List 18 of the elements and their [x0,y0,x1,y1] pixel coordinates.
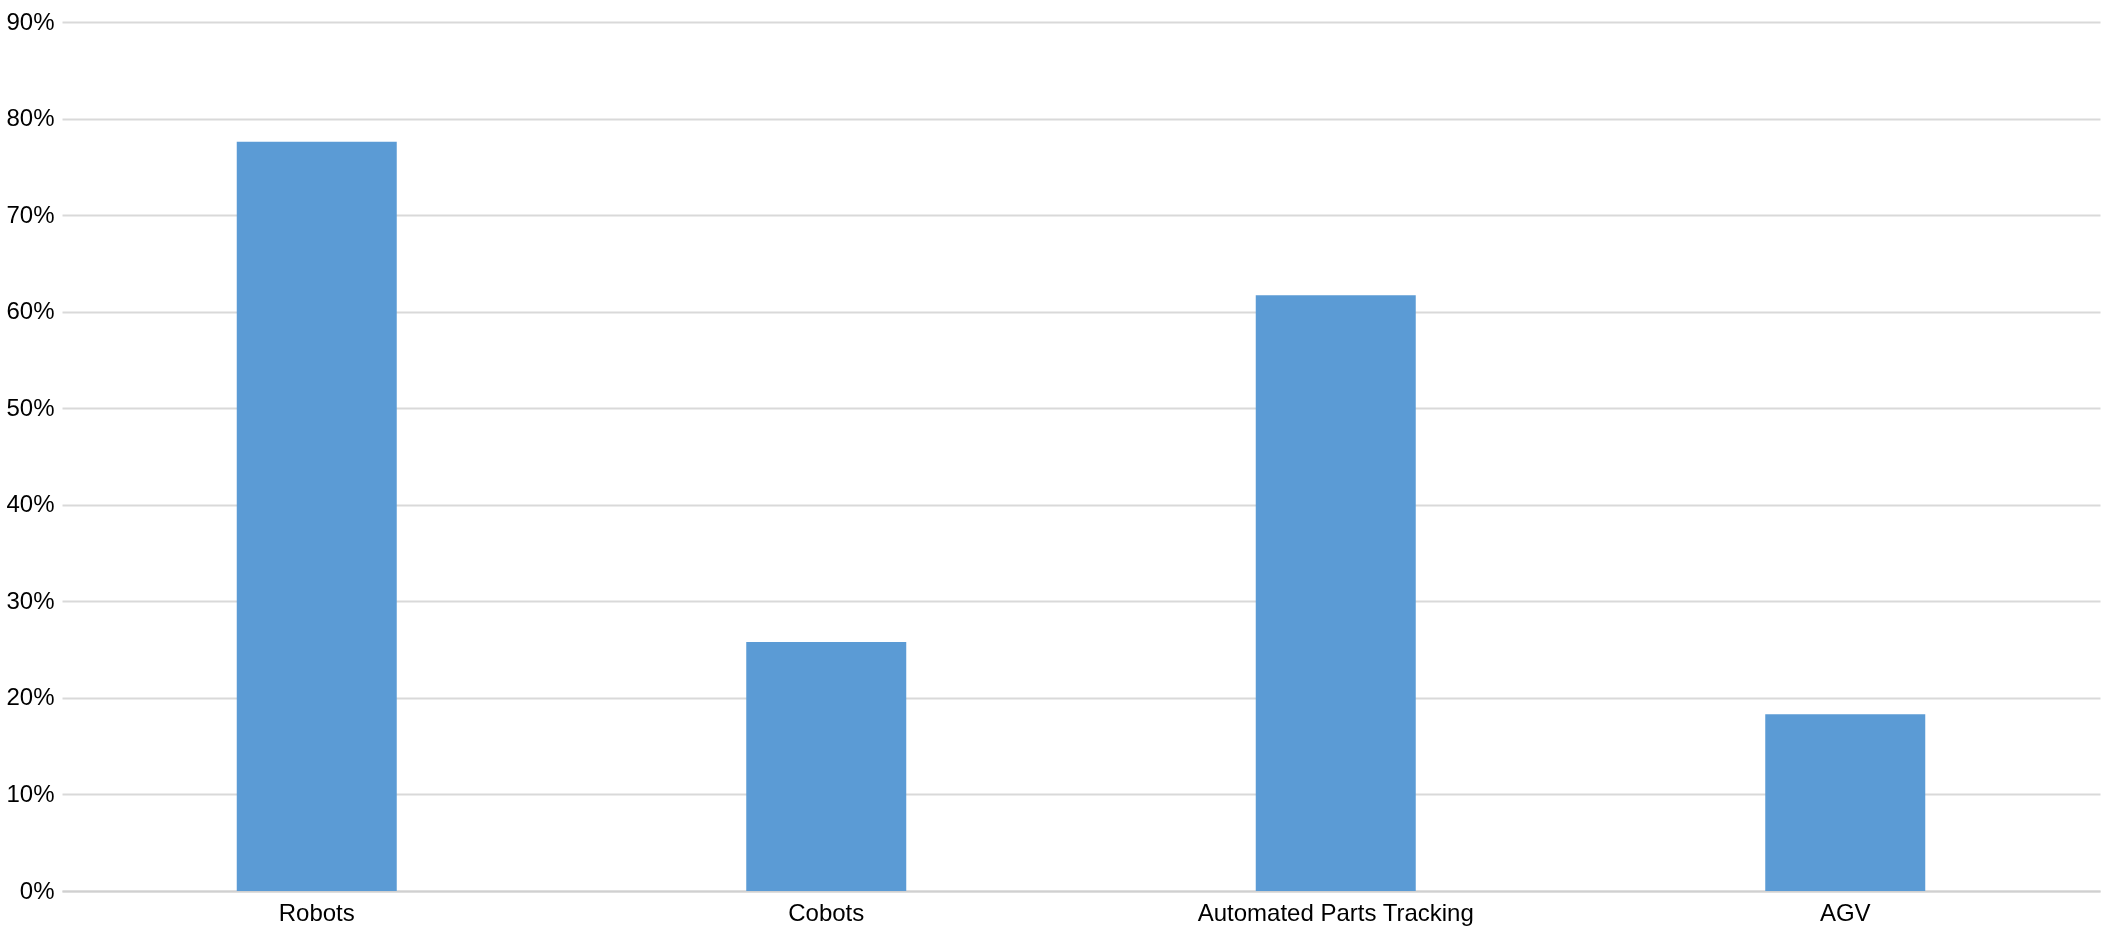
bar [1765,714,1926,891]
y-tick-label: 50% [6,393,55,421]
y-tick-label: 80% [6,104,55,132]
x-tick-label: AGV [1819,898,1871,926]
y-tick-label: 60% [6,297,55,325]
bar [1255,295,1416,891]
bar [236,141,397,891]
bar [746,641,907,891]
y-tick-label: 70% [6,200,55,228]
x-tick-label: Automated Parts Tracking [1197,898,1474,926]
x-tick-label: Robots [278,898,355,926]
y-tick-label: 40% [6,490,55,518]
x-tick-label: Cobots [788,898,865,926]
y-tick-label: 0% [19,876,55,904]
y-tick-label: 30% [6,586,55,614]
y-tick-label: 90% [6,7,55,35]
y-tick-label: 10% [6,779,55,807]
y-tick-label: 20% [6,683,55,711]
